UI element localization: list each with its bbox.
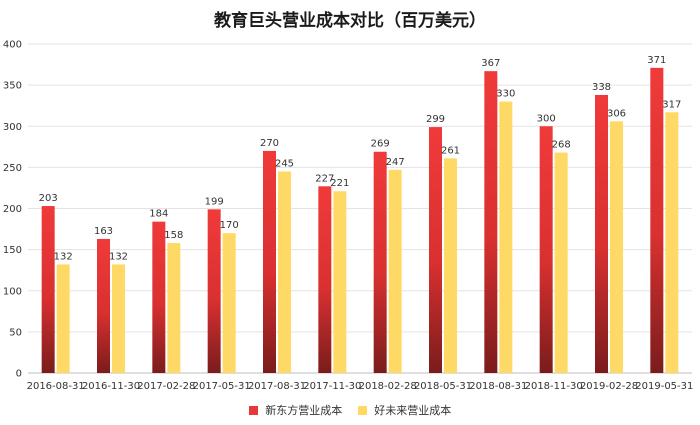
x-tick-label: 2016-08-31 — [27, 381, 85, 392]
bar-series-2 — [112, 264, 125, 373]
bar-series-1 — [595, 94, 608, 374]
legend-label-series-1: 新东方营业成本 — [265, 404, 343, 417]
data-label-series-2: 132 — [54, 251, 73, 262]
legend-item-series-1: 新东方营业成本 — [248, 402, 343, 418]
y-tick-label: 250 — [3, 163, 22, 174]
x-tick-label: 2018-05-31 — [414, 381, 472, 392]
bar-series-1 — [263, 150, 276, 373]
data-label-series-2: 132 — [109, 251, 128, 262]
bar-series-1 — [152, 221, 166, 373]
x-tick-label: 2016-11-30 — [82, 381, 140, 392]
legend: 新东方营业成本 好未来营业成本 — [0, 402, 700, 418]
x-tick-label: 2017-05-31 — [193, 381, 251, 392]
bar-series-2 — [554, 152, 568, 373]
bar-series-2 — [222, 233, 236, 373]
bar-series-2 — [499, 101, 513, 373]
y-tick-label: 400 — [3, 40, 22, 51]
data-label-series-2: 158 — [164, 230, 183, 241]
data-label-series-2: 247 — [386, 157, 405, 168]
bar-series-2 — [444, 158, 457, 373]
y-tick-label: 150 — [3, 245, 22, 256]
data-label-series-1: 184 — [149, 209, 168, 220]
y-tick-label: 50 — [9, 327, 22, 338]
bar-series-2 — [56, 264, 70, 373]
bar-series-2 — [665, 112, 679, 373]
y-tick-label: 0 — [16, 369, 22, 380]
data-label-series-1: 199 — [205, 196, 224, 207]
data-label-series-2: 317 — [662, 99, 681, 110]
x-tick-label: 2019-02-28 — [580, 381, 638, 392]
bar-series-1 — [318, 186, 332, 373]
data-label-series-2: 261 — [441, 145, 460, 156]
data-label-series-1: 367 — [481, 58, 500, 69]
legend-label-series-2: 好未来营业成本 — [374, 404, 452, 417]
bar-series-2 — [610, 121, 623, 373]
data-label-series-1: 203 — [39, 193, 58, 204]
bar-series-2 — [333, 191, 347, 373]
data-label-series-1: 300 — [537, 113, 556, 124]
data-label-series-1: 270 — [260, 138, 279, 149]
bar-series-1 — [97, 238, 110, 373]
data-label-series-2: 170 — [220, 220, 239, 231]
bar-series-1 — [650, 67, 664, 373]
data-label-series-1: 163 — [94, 226, 113, 237]
y-tick-label: 300 — [3, 122, 22, 133]
data-label-series-1: 371 — [647, 55, 666, 66]
x-tick-label: 2018-08-31 — [469, 381, 527, 392]
bar-series-2 — [167, 243, 181, 373]
data-label-series-2: 306 — [607, 108, 626, 119]
data-label-series-2: 221 — [330, 178, 349, 189]
data-label-series-2: 330 — [496, 89, 515, 100]
legend-swatch-series-1 — [248, 406, 258, 415]
bar-series-1 — [429, 127, 442, 373]
legend-item-series-2: 好未来营业成本 — [357, 402, 452, 418]
y-tick-label: 100 — [3, 286, 22, 297]
bar-series-1 — [207, 209, 221, 373]
chart-title: 教育巨头营业成本对比（百万美元） — [214, 11, 486, 31]
bar-series-2 — [278, 171, 291, 373]
x-tick-label: 2017-08-31 — [248, 381, 306, 392]
data-label-series-1: 269 — [371, 139, 390, 150]
bar-series-1 — [539, 126, 553, 373]
data-label-series-2: 268 — [552, 140, 571, 151]
x-tick-label: 2017-11-30 — [303, 381, 361, 392]
bar-series-1 — [41, 206, 55, 373]
y-tick-label: 200 — [3, 204, 22, 215]
data-label-series-1: 338 — [592, 82, 611, 93]
y-tick-label: 350 — [3, 81, 22, 92]
x-tick-label: 2019-05-31 — [635, 381, 693, 392]
bar-series-1 — [373, 151, 387, 373]
x-tick-label: 2018-02-28 — [359, 381, 417, 392]
legend-swatch-series-2 — [357, 406, 367, 415]
x-tick-label: 2017-02-28 — [137, 381, 195, 392]
bar-series-2 — [388, 169, 402, 373]
data-label-series-1: 227 — [315, 173, 334, 184]
x-tick-label: 2018-11-30 — [525, 381, 583, 392]
data-label-series-1: 299 — [426, 114, 445, 125]
bar-series-1 — [484, 71, 498, 373]
data-label-series-2: 245 — [275, 158, 294, 169]
